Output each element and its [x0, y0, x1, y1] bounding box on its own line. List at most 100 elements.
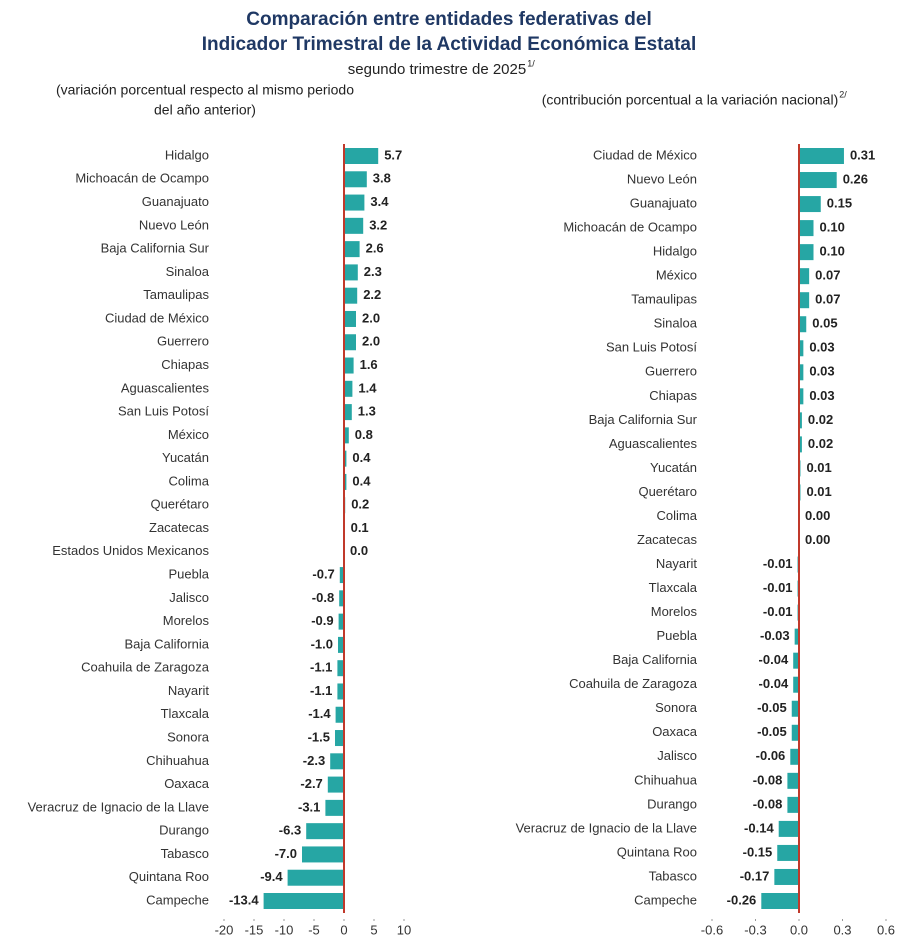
data-label: -0.15 [743, 844, 773, 859]
y-tick-label: Sonora [167, 729, 210, 744]
data-label: 0.02 [808, 436, 833, 451]
data-label: 0.31 [850, 147, 875, 162]
bar [344, 450, 347, 467]
y-tick-label: Jalisco [657, 748, 697, 763]
y-tick-label: Puebla [169, 567, 210, 582]
bar [799, 292, 810, 309]
data-label: -1.1 [310, 683, 332, 698]
y-tick-label: Colima [657, 508, 698, 523]
x-tick-label: -5 [308, 922, 320, 937]
data-label: 0.1 [351, 520, 369, 535]
bar [344, 334, 356, 351]
bar [344, 427, 349, 444]
y-tick-label: Guerrero [645, 364, 697, 379]
y-tick-label: Jalisco [169, 590, 209, 605]
y-tick-label: Zacatecas [637, 532, 697, 547]
data-label: -0.05 [757, 724, 787, 739]
y-tick-label: San Luis Potosí [118, 404, 209, 419]
data-label: 0.05 [812, 316, 837, 331]
bar [787, 796, 799, 813]
data-label: 2.0 [362, 334, 380, 349]
data-label: 0.15 [827, 196, 852, 211]
x-tick-label: 0 [340, 922, 347, 937]
data-label: -0.01 [763, 580, 793, 595]
bar [799, 148, 844, 164]
x-tick-label: 0.0 [790, 922, 808, 937]
y-tick-label: Baja California [612, 652, 697, 667]
data-label: 1.4 [358, 380, 377, 395]
bar [338, 613, 344, 630]
bar [799, 436, 802, 453]
bar [344, 473, 347, 490]
x-tick-label: 0.3 [833, 922, 851, 937]
y-tick-label: Tlaxcala [649, 580, 698, 595]
data-label: -0.03 [760, 628, 790, 643]
bar [791, 724, 799, 741]
bar [330, 753, 344, 770]
bar [344, 287, 358, 304]
y-tick-label: Sinaloa [166, 264, 210, 279]
chart-title: Comparación entre entidades federativas … [246, 9, 651, 30]
y-tick-label: Aguascalientes [121, 380, 210, 395]
bar [344, 404, 352, 421]
bar [337, 660, 344, 677]
bar [799, 196, 821, 213]
bar [799, 340, 804, 357]
chart-subtitle: segundo trimestre de 2025 [348, 61, 526, 78]
y-tick-label: Aguascalientes [609, 436, 698, 451]
data-label: 0.03 [809, 364, 834, 379]
bar [778, 820, 799, 837]
y-tick-label: Tabasco [161, 846, 209, 861]
data-label: -0.04 [759, 652, 789, 667]
bar [799, 268, 810, 285]
subtitle-note: 1/ [527, 58, 535, 68]
data-label: -3.1 [298, 799, 320, 814]
data-label: 0.8 [355, 427, 373, 442]
bar [793, 652, 799, 669]
data-label: -1.0 [311, 636, 333, 651]
bar [787, 772, 799, 789]
data-label: -7.0 [275, 846, 297, 861]
bar [793, 676, 799, 693]
data-label: -0.8 [312, 590, 334, 605]
bar [790, 748, 799, 765]
y-tick-label: Campeche [146, 892, 209, 907]
y-tick-label: Hidalgo [165, 147, 209, 162]
data-label: -9.4 [260, 869, 283, 884]
y-tick-label: Baja California [124, 636, 209, 651]
y-tick-label: Coahuila de Zaragoza [569, 676, 698, 691]
y-tick-label: Yucatán [162, 450, 209, 465]
data-label: 0.0 [350, 543, 368, 558]
bar [325, 799, 344, 816]
y-tick-label: Tlaxcala [161, 706, 210, 721]
y-tick-label: Puebla [657, 628, 698, 643]
data-label: 2.2 [363, 287, 381, 302]
y-tick-label: Tamaulipas [631, 292, 697, 307]
chart-caption: (contribución porcentual a la variación … [542, 92, 839, 108]
bar [344, 380, 353, 397]
data-label: -2.3 [303, 753, 325, 768]
data-label: -0.08 [753, 796, 783, 811]
data-label: -1.1 [310, 660, 332, 675]
data-label: 0.03 [809, 388, 834, 403]
data-label: -0.26 [727, 892, 757, 907]
bar [344, 217, 364, 234]
bar [287, 869, 344, 886]
bar [344, 264, 358, 281]
data-label: -0.01 [763, 604, 793, 619]
data-label: -6.3 [279, 823, 301, 838]
y-tick-label: Michoacán de Ocampo [563, 220, 697, 235]
bar [263, 893, 344, 909]
y-tick-label: Sinaloa [654, 316, 698, 331]
bar [335, 706, 344, 723]
data-label: 2.3 [364, 264, 382, 279]
y-tick-label: Veracruz de Ignacio de la Llave [516, 820, 697, 835]
bar [306, 823, 344, 840]
bar [344, 194, 365, 211]
y-tick-label: Ciudad de México [593, 147, 697, 162]
data-label: 0.01 [806, 484, 831, 499]
data-label: -0.06 [756, 748, 786, 763]
data-label: -0.08 [753, 772, 783, 787]
bar [338, 636, 344, 653]
